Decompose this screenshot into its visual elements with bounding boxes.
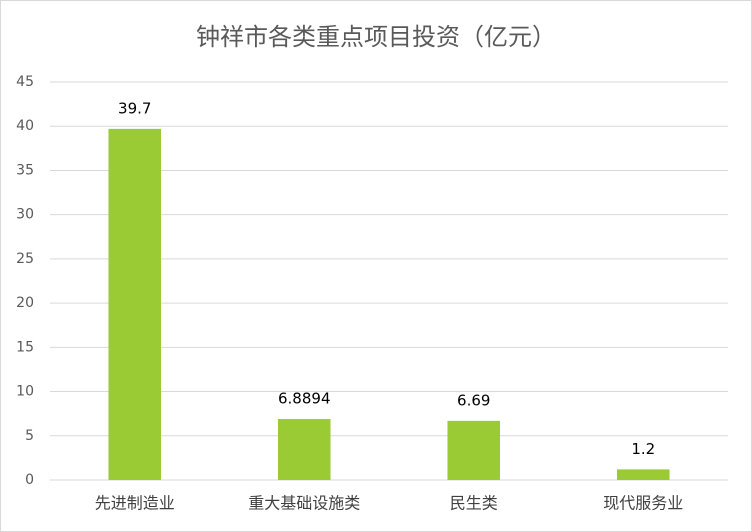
bar bbox=[277, 419, 331, 480]
y-tick-label: 25 bbox=[16, 251, 34, 267]
value-label: 6.69 bbox=[457, 391, 490, 409]
bar bbox=[108, 128, 162, 480]
y-tick-label: 35 bbox=[16, 162, 34, 178]
value-label: 1.2 bbox=[631, 440, 655, 458]
value-label: 39.7 bbox=[118, 99, 151, 117]
y-tick-label: 30 bbox=[16, 207, 34, 223]
x-tick-label: 重大基础设施类 bbox=[248, 494, 360, 513]
x-tick-label: 先进制造业 bbox=[95, 494, 175, 513]
y-tick-label: 40 bbox=[16, 118, 34, 134]
bar bbox=[616, 469, 670, 480]
x-tick-label: 现代服务业 bbox=[603, 494, 683, 513]
value-label: 6.8894 bbox=[278, 390, 331, 408]
y-tick-label: 20 bbox=[16, 295, 34, 311]
y-tick-label: 5 bbox=[25, 428, 34, 444]
y-tick-label: 0 bbox=[25, 472, 34, 488]
bar bbox=[447, 420, 501, 480]
x-tick-label: 民生类 bbox=[450, 494, 498, 513]
y-tick-label: 45 bbox=[16, 74, 34, 90]
chart-title: 钟祥市各类重点项目投资（亿元） bbox=[196, 23, 556, 51]
y-tick-label: 10 bbox=[16, 384, 34, 400]
y-tick-label: 15 bbox=[16, 339, 34, 355]
